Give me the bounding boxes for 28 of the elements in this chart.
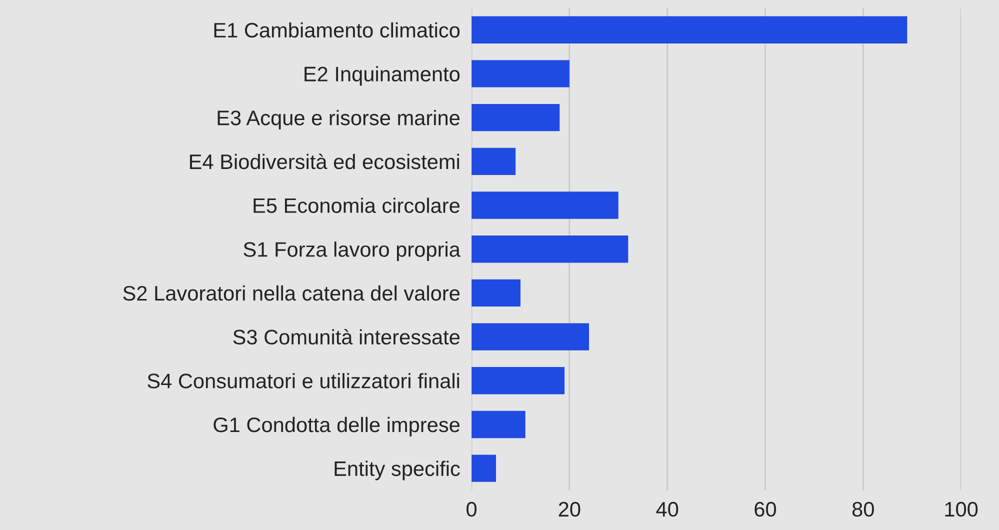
y-tick-label: E2 Inquinamento	[304, 66, 460, 86]
y-tick-label: S2 Lavoratori nella catena del valore	[123, 285, 460, 301]
y-tick-label: Entity specific	[334, 460, 460, 480]
x-tick-label: 80	[852, 502, 874, 517]
bar	[472, 192, 618, 219]
bar	[472, 104, 560, 132]
x-tick-label: 100	[945, 502, 978, 517]
y-tick-label: S3 Comunità interessate	[233, 329, 460, 345]
x-tick-label: 60	[754, 502, 776, 517]
y-tick-label: E5 Economia circolare	[254, 198, 460, 214]
y-tick-label: E4 Biodiversità ed ecosistemi	[190, 154, 460, 170]
bar	[472, 148, 516, 175]
y-tick-label: S4 Consumatori e utilizzatori finali	[148, 373, 460, 388]
bar	[472, 279, 520, 307]
bar	[472, 323, 590, 350]
bar	[472, 367, 565, 394]
bar	[472, 236, 628, 263]
y-tick-label: G1 Condotta delle imprese	[214, 416, 460, 436]
bar	[472, 454, 496, 482]
bar	[472, 16, 908, 44]
x-tick-label: 40	[656, 502, 678, 517]
bar	[472, 410, 526, 438]
y-tick-label: E1 Cambiamento climatico	[214, 22, 460, 38]
y-tick-label: S1 Forza lavoro propria	[244, 242, 460, 261]
y-tick-label: E3 Acque e risorse marine	[218, 110, 460, 130]
bar	[472, 60, 570, 88]
x-tick-label: 0	[466, 502, 477, 517]
x-tick-label: 20	[558, 502, 580, 517]
